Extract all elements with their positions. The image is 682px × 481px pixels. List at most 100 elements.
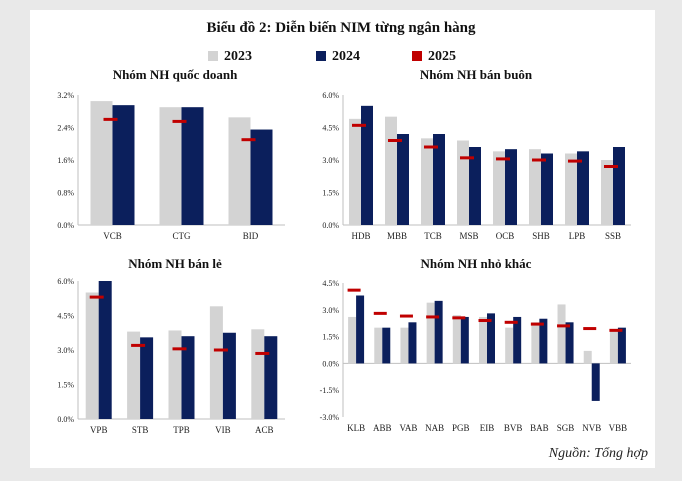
bar-2024-STB <box>140 337 154 419</box>
bar-2024-BAB <box>539 318 548 364</box>
category-label: LPB <box>569 231 586 241</box>
y-tick-label: 1.5% <box>322 189 339 198</box>
category-label: BAB <box>530 423 549 433</box>
bar-2024-HDB <box>361 105 373 225</box>
category-label: MSB <box>459 231 478 241</box>
y-tick-label: 0.0% <box>322 221 339 230</box>
bar-2024-BVB <box>513 316 522 364</box>
bar-2023-BAB <box>531 322 540 364</box>
category-label: ABB <box>373 423 392 433</box>
chart-panel-ban-buon: Nhóm NH bán buôn 0.0% 1.5% 3.0% 4.5% 6.0% HDB M… <box>322 67 631 241</box>
panel-title: Nhóm NH nhỏ khác <box>421 256 532 271</box>
bar-2024-MSB <box>469 147 481 225</box>
bar-2023-MSB <box>457 140 469 225</box>
y-tick-label: 1.6% <box>57 156 74 165</box>
y-tick-label: 3.0% <box>322 306 339 315</box>
y-tick-label: 3.0% <box>322 156 339 165</box>
bar-2023-NVB <box>583 350 592 364</box>
category-label: VCB <box>103 231 122 241</box>
panel-title: Nhóm NH bán buôn <box>420 67 533 82</box>
y-tick-label: 0.0% <box>57 415 74 424</box>
y-tick-label: 6.0% <box>322 91 339 100</box>
bar-2023-TPB <box>168 330 182 419</box>
bar-2023-VPB <box>85 292 99 419</box>
y-tick-label: 0.0% <box>322 359 339 368</box>
bar-2024-OCB <box>505 149 517 225</box>
bar-2024-SSB <box>613 147 625 225</box>
bar-2023-SGB <box>557 304 566 364</box>
bar-2023-KLB <box>348 316 357 364</box>
bar-2024-VCB <box>112 105 135 225</box>
category-label: VBB <box>609 423 628 433</box>
bar-2023-PGB <box>452 315 461 364</box>
category-label: PGB <box>452 423 470 433</box>
category-label: SSB <box>605 231 621 241</box>
bar-2024-CTG <box>181 107 204 225</box>
bar-2023-BID <box>228 117 251 225</box>
bar-2024-PGB <box>460 316 469 364</box>
category-label: TCB <box>424 231 442 241</box>
category-label: BVB <box>504 423 523 433</box>
legend: 2023 2024 2025 <box>0 49 682 65</box>
legend-swatch-2023 <box>208 51 218 61</box>
bar-2023-TCB <box>421 138 433 225</box>
y-tick-label: -1.5% <box>320 386 340 395</box>
bar-2024-KLB <box>356 295 365 364</box>
category-label: VIB <box>215 425 231 435</box>
bar-2023-OCB <box>493 151 505 225</box>
bar-2023-SHB <box>529 149 541 225</box>
category-label: OCB <box>496 231 515 241</box>
bar-2023-SSB <box>601 160 613 225</box>
y-tick-label: 1.5% <box>57 381 74 390</box>
y-tick-label: 4.5% <box>322 279 339 288</box>
y-tick-label: -3.0% <box>320 413 340 422</box>
bar-2023-VAB <box>400 327 409 364</box>
bar-2024-VAB <box>408 322 417 364</box>
bar-2024-SHB <box>541 153 553 225</box>
bar-2024-TCB <box>433 134 445 225</box>
legend-item-2024: 2024 <box>316 49 360 65</box>
bar-2023-VBB <box>609 331 618 364</box>
source-note: Nguồn: Tổng hợp <box>548 446 648 461</box>
bar-2024-ACB <box>264 336 278 419</box>
y-tick-label: 0.8% <box>57 189 74 198</box>
y-tick-label: 4.5% <box>57 312 74 321</box>
category-label: VPB <box>90 425 108 435</box>
legend-label-2024: 2024 <box>332 49 360 64</box>
y-tick-label: 1.5% <box>322 333 339 342</box>
category-label: STB <box>132 425 149 435</box>
bar-2024-LPB <box>577 151 589 225</box>
y-tick-label: 6.0% <box>57 277 74 286</box>
legend-swatch-2025 <box>412 51 422 61</box>
bar-2023-VIB <box>209 306 223 419</box>
category-label: BID <box>243 231 259 241</box>
category-label: SGB <box>557 423 575 433</box>
y-tick-label: 2.4% <box>57 124 74 133</box>
chart-panel-quoc-doanh: Nhóm NH quốc doanh 0.0% 0.8% 1.6% 2.4% 3.2% VC… <box>57 67 285 241</box>
category-label: NAB <box>425 423 444 433</box>
bar-2024-NAB <box>434 300 443 364</box>
bar-2024-VBB <box>617 327 626 364</box>
legend-item-2023: 2023 <box>208 49 252 65</box>
chart-panel-ban-le: Nhóm NH bán lẻ 0.0% 1.5% 3.0% 4.5% 6.0% VPB STB… <box>57 256 285 435</box>
bar-2024-NVB <box>591 363 600 401</box>
bar-2024-VIB <box>222 332 236 419</box>
bar-2024-BID <box>250 129 273 225</box>
y-tick-label: 3.2% <box>57 91 74 100</box>
main-title: Biểu đồ 2: Diễn biến NIM từng ngân hàng <box>206 20 476 36</box>
y-tick-label: 4.5% <box>322 124 339 133</box>
bar-2023-STB <box>127 331 141 419</box>
category-label: TPB <box>173 425 190 435</box>
bar-2023-NAB <box>426 302 435 364</box>
legend-label-2023: 2023 <box>224 49 252 64</box>
bar-2023-ABB <box>374 327 383 364</box>
category-label: VAB <box>400 423 418 433</box>
legend-label-2025: 2025 <box>428 49 456 64</box>
bar-2024-VPB <box>98 281 112 419</box>
category-label: MBB <box>387 231 407 241</box>
bar-2024-ABB <box>382 327 391 364</box>
bar-2023-HDB <box>349 118 361 225</box>
category-label: SHB <box>532 231 550 241</box>
category-label: NVB <box>582 423 601 433</box>
category-label: CTG <box>173 231 192 241</box>
